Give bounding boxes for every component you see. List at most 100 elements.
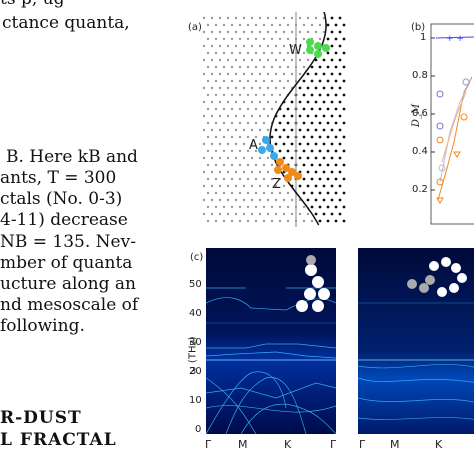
lattice-site (206, 121, 210, 125)
lattice-site (230, 121, 234, 125)
lattice-site (334, 191, 338, 195)
lattice-site (206, 79, 210, 83)
lattice-site (338, 114, 342, 118)
lattice-site (234, 30, 238, 34)
lattice-site (222, 23, 226, 27)
lattice-site (250, 44, 254, 48)
lattice-site (202, 44, 206, 48)
lattice-site (338, 100, 342, 104)
lattice-site (254, 219, 258, 223)
lattice-site (230, 205, 234, 209)
lattice-site (318, 177, 322, 181)
lattice-site (274, 128, 278, 132)
lattice-site (286, 191, 290, 195)
lattice-site (334, 177, 338, 181)
lattice-site (298, 72, 302, 76)
lattice-site (282, 72, 286, 76)
lattice-site (226, 170, 230, 174)
lattice-site (290, 114, 294, 118)
lattice-site (254, 107, 258, 111)
lattice-site (302, 107, 306, 111)
lattice-site (322, 170, 326, 174)
lattice-site (258, 44, 262, 48)
lattice-site (298, 58, 302, 62)
lattice-site (254, 205, 258, 209)
lattice-site (274, 58, 278, 62)
lattice-site (342, 37, 346, 41)
xtick-left: M (238, 438, 248, 451)
lattice-site (342, 51, 346, 55)
lattice-site (254, 149, 258, 153)
xtick-left: Γ (205, 438, 212, 451)
lattice-site (258, 86, 262, 90)
lattice-site (210, 44, 214, 48)
lattice-site (270, 79, 274, 83)
lattice-site (342, 121, 346, 125)
lattice-site (234, 142, 238, 146)
text-line: 4-11) decrease (0, 210, 128, 230)
lattice-site (242, 128, 246, 132)
lattice-site (202, 156, 206, 160)
lattice-site (306, 58, 310, 62)
lattice-site (258, 128, 262, 132)
lattice-site (206, 205, 210, 209)
lattice-site (254, 135, 258, 139)
lattice-site (318, 135, 322, 139)
lattice-site (322, 128, 326, 132)
lattice-site (262, 37, 266, 41)
lattice-site (202, 58, 206, 62)
lattice-site (218, 100, 222, 104)
lattice-site (298, 114, 302, 118)
lattice-site (278, 219, 282, 223)
lattice-site (266, 170, 270, 174)
lattice-site (218, 170, 222, 174)
lattice-site (238, 93, 242, 97)
lattice-site (302, 93, 306, 97)
lattice-site (202, 198, 206, 202)
lattice-site (230, 37, 234, 41)
lattice-site (206, 65, 210, 69)
lattice-site (282, 198, 286, 202)
lattice-site (242, 30, 246, 34)
lattice-site (334, 51, 338, 55)
lattice-site (314, 142, 318, 146)
lattice-site (310, 163, 314, 167)
lattice-site (318, 93, 322, 97)
lattice-site (326, 177, 330, 181)
lattice-site (250, 156, 254, 160)
lattice-site (230, 177, 234, 181)
a-cluster-site (270, 152, 278, 160)
lattice-site (214, 219, 218, 223)
lattice-site (254, 177, 258, 181)
lattice-site (298, 142, 302, 146)
text-line: ants, T = 300 (0, 168, 117, 188)
lattice-site (214, 79, 218, 83)
lattice-site (234, 100, 238, 104)
lattice-site (214, 135, 218, 139)
lattice-site (338, 128, 342, 132)
lattice-site (302, 121, 306, 125)
lattice-site (290, 16, 294, 20)
lattice-site (314, 128, 318, 132)
lattice-site (226, 212, 230, 216)
lattice-site (222, 79, 226, 83)
panel-a-label: (a) (188, 22, 202, 33)
lattice-site (242, 86, 246, 90)
lattice-site (330, 156, 334, 160)
text-line: following. (0, 316, 85, 336)
lattice-site (282, 58, 286, 62)
lattice-site (310, 205, 314, 209)
lattice-site (214, 121, 218, 125)
lattice-site (222, 177, 226, 181)
lattice-site (302, 219, 306, 223)
w-cluster-site (322, 44, 330, 52)
lattice-site (254, 23, 258, 27)
panel-c-ytick: 20 (189, 366, 202, 377)
lattice-site (334, 79, 338, 83)
z-cluster-site (282, 164, 290, 172)
lattice-site (230, 93, 234, 97)
lattice-site (298, 212, 302, 216)
lattice-site (218, 30, 222, 34)
lattice-site (282, 86, 286, 90)
panel-b-ylabel: D_M (411, 103, 423, 128)
